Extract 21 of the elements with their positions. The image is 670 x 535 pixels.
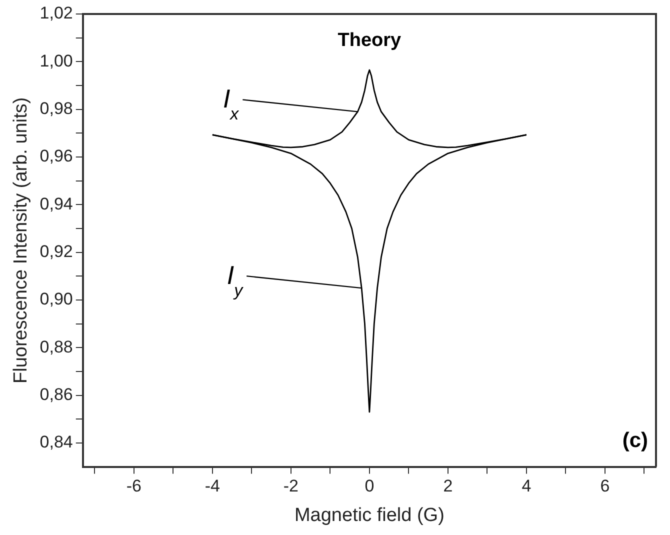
x-axis-title: Magnetic field (G) (294, 504, 444, 526)
x-tick-label: -4 (204, 476, 220, 496)
y-axis-title: Fluorescence Intensity (arb. units) (10, 97, 32, 384)
y-tick-label: 0,86 (40, 384, 73, 404)
annotation: (c) (622, 428, 648, 452)
y-tick-label: 1,00 (40, 51, 73, 70)
x-tick-label: -2 (283, 476, 298, 496)
y-tick-label: 0,98 (40, 99, 73, 118)
x-tick-label: 6 (600, 476, 610, 496)
y-tick-label: 0,84 (40, 432, 73, 452)
x-tick-label: 2 (443, 476, 453, 496)
y-tick-label: 0,96 (40, 146, 73, 166)
y-tick-label: 0,88 (40, 337, 73, 356)
y-tick-label: 0,90 (40, 290, 73, 309)
y-tick-label: 0,94 (40, 194, 73, 214)
x-tick-label: -6 (126, 476, 142, 496)
text: Theory (338, 30, 402, 51)
y-tick-label: 0,92 (40, 242, 73, 262)
y-tick-label: 1,02 (40, 4, 73, 23)
x-tick-label: 4 (522, 476, 532, 496)
x-tick-label: 0 (364, 476, 374, 496)
